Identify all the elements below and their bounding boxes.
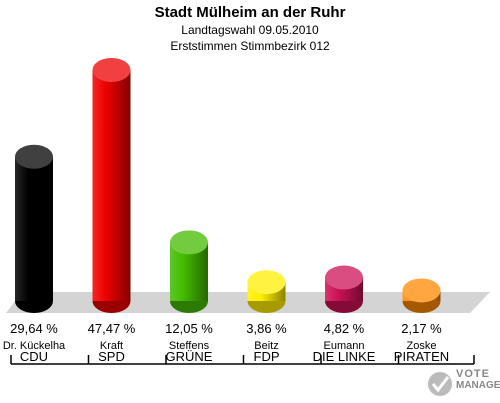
bar-body <box>92 70 131 301</box>
candidate-label: Zoske <box>407 340 437 352</box>
party-label: GRÜNE <box>166 349 213 364</box>
bar-top <box>170 230 208 255</box>
bar-fdp <box>247 270 286 313</box>
checkmark-icon <box>428 372 452 396</box>
bar-top <box>247 270 286 295</box>
vote-manager-logo: VOTE MANAGER <box>426 368 500 400</box>
bar-piraten <box>402 278 441 313</box>
logo-text-manager: MANAGER <box>456 380 500 391</box>
chart-subtitle-election: Landtagswahl 09.05.2010 <box>181 23 319 37</box>
bar-die-linke <box>325 265 363 313</box>
bar-top <box>325 265 363 290</box>
candidate-label: Beitz <box>254 340 278 352</box>
chart-subtitle-district: Erststimmen Stimmbezirk 012 <box>170 39 330 53</box>
candidate-label: Dr. Kückelha <box>3 340 66 352</box>
candidate-label: Steffens <box>169 340 210 352</box>
value-label: 29,64 % <box>10 321 58 336</box>
party-label: DIE LINKE <box>313 349 376 364</box>
value-label: 3,86 % <box>246 321 287 336</box>
candidate-label: Eumann <box>324 340 365 352</box>
value-label: 2,17 % <box>401 321 442 336</box>
value-label: 12,05 % <box>165 321 213 336</box>
bar-top <box>402 278 441 303</box>
bar-top <box>92 58 131 82</box>
value-label: 4,82 % <box>324 321 365 336</box>
bar-grüne <box>170 230 208 313</box>
chart-title: Stadt Mülheim an der Ruhr <box>154 4 346 21</box>
party-label: FDP <box>254 349 280 364</box>
candidate-label: Kraft <box>100 340 123 352</box>
party-label: SPD <box>98 349 125 364</box>
logo-text-vote: VOTE <box>456 368 490 380</box>
party-label: CDU <box>20 349 48 364</box>
bar-top <box>15 144 53 169</box>
bar-body <box>15 156 53 301</box>
value-label: 47,47 % <box>88 321 136 336</box>
bar-cdu <box>15 144 53 313</box>
bar-spd <box>92 58 131 313</box>
party-label: PIRATEN <box>394 349 449 364</box>
